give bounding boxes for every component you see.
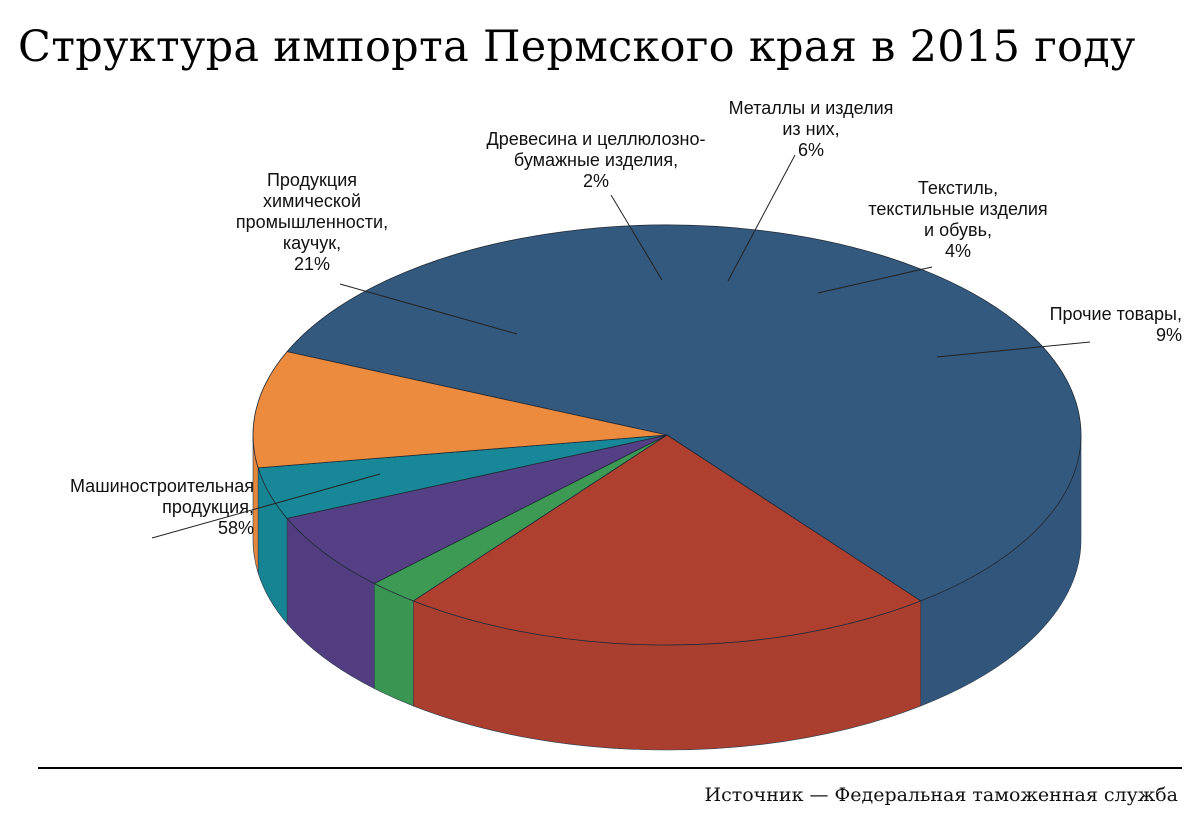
slice-value-label: 58% xyxy=(218,518,254,538)
leader-line-5 xyxy=(817,266,933,294)
slice-category-label: Прочие товары, xyxy=(1050,304,1182,324)
slice-label-3: Древесина и целлюлозно-бумажные изделия,… xyxy=(487,129,706,191)
slice-value-label: 6% xyxy=(798,140,824,160)
slice-label-2: Продукция химической промышленности, каучук… xyxy=(236,170,388,274)
leader-line-1 xyxy=(151,473,381,539)
pie-side-layer xyxy=(252,434,1082,751)
slice-category-label: Металлы и изделия xyxy=(729,98,894,118)
leader-line-3 xyxy=(610,194,663,281)
slice-category-label: продукция, xyxy=(162,497,254,517)
footer-divider xyxy=(38,767,1182,769)
pie-slice-6 xyxy=(252,351,668,469)
slice-label-5: Текстиль, текстильные изделия и обувь, 4% xyxy=(868,178,1047,261)
leader-line-6 xyxy=(936,341,1091,358)
slice-category-label: и обувь, xyxy=(924,220,992,240)
slice-category-label: промышленности, xyxy=(236,212,388,232)
slice-value-label: 4% xyxy=(945,241,971,261)
slice-category-label: Машиностроительная xyxy=(70,476,254,496)
leader-lines xyxy=(151,154,1091,539)
slice-category-label: текстильные изделия xyxy=(868,199,1047,219)
slice-value-label: 9% xyxy=(1156,325,1182,345)
leader-line-4 xyxy=(727,154,796,282)
slice-label-1: Машиностроительная продукция, 58% xyxy=(70,476,254,538)
slice-value-label: 2% xyxy=(583,171,609,191)
pie-slice-4 xyxy=(286,434,668,584)
slice-category-label: бумажные изделия, xyxy=(514,150,678,170)
slice-label-6: Прочие товары, 9% xyxy=(1050,304,1182,345)
chart-title: Структура импорта Пермского края в 2015 … xyxy=(18,22,1136,72)
slice-category-label: Текстиль, xyxy=(918,178,998,198)
slice-category-label: Древесина и целлюлозно- xyxy=(487,129,706,149)
slice-value-label: 21% xyxy=(294,254,330,274)
slice-labels: Машиностроительная продукция, 58% Продукция… xyxy=(70,98,1182,538)
leader-line-2 xyxy=(339,283,518,335)
pie-side-3 xyxy=(373,583,414,707)
source-note: Источник — Федеральная таможенная служба xyxy=(704,784,1178,806)
slice-category-label: из них, xyxy=(782,119,839,139)
slice-category-label: химической xyxy=(263,191,361,211)
slice-category-label: каучук, xyxy=(283,233,341,253)
slice-category-label: Продукция xyxy=(267,170,357,190)
pie-top-layer xyxy=(252,224,1082,646)
pie-slice-2 xyxy=(412,434,922,646)
slice-label-4: Металлы и изделия из них, 6% xyxy=(729,98,894,160)
